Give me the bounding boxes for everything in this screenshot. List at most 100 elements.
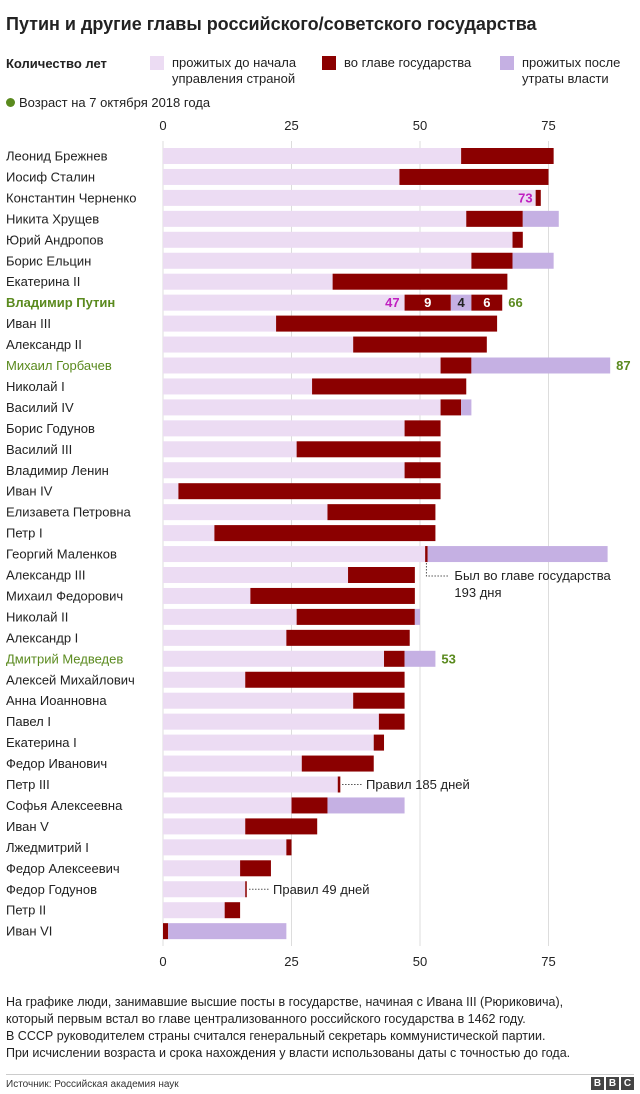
bar-segment-before	[163, 629, 287, 646]
bar-segment-rule	[245, 881, 247, 898]
legend-swatch-before	[150, 56, 164, 70]
x-tick-label-top: 0	[159, 118, 166, 133]
bbc-logo: B B C	[591, 1077, 634, 1090]
annotation-text: 193 дня	[454, 585, 501, 600]
footnote: На графике люди, занимавшие высшие посты…	[6, 994, 634, 1062]
bar-segment-before	[163, 525, 215, 542]
x-tick-label-top: 50	[413, 118, 427, 133]
bar-segment-before	[163, 294, 405, 311]
row-name-label: Николай I	[6, 379, 65, 394]
row-name-label: Николай II	[6, 609, 68, 624]
bar-segment-rule	[512, 231, 523, 248]
row-name-label: Константин Черненко	[6, 190, 136, 205]
bar-segment-before	[163, 839, 287, 856]
bar-segment-rule	[301, 755, 374, 772]
row-name-label: Леонид Брежнев	[6, 149, 108, 164]
bar-segment-rule	[296, 441, 441, 458]
row-name-label: Василий III	[6, 442, 72, 457]
row-name-label: Федор Иванович	[6, 756, 107, 771]
source-divider	[6, 1074, 634, 1075]
bar-segment-rule	[404, 294, 451, 311]
bar-segment-rule	[163, 923, 169, 940]
row-name-label: Алексей Михайлович	[6, 672, 135, 687]
age-label: 73	[518, 190, 532, 205]
bar-segment-rule	[461, 148, 554, 164]
bar-segment-before	[163, 420, 405, 437]
annotation-text: Правил 49 дней	[273, 882, 370, 897]
bar-segment-after	[471, 357, 611, 374]
bar-segment-rule	[466, 210, 523, 227]
bar-segment-after	[427, 546, 608, 563]
bar-segment-before	[163, 378, 313, 395]
bar-segment-before	[163, 273, 333, 290]
bar-segment-rule	[535, 189, 541, 206]
row-name-label: Василий IV	[6, 400, 74, 415]
bar-segment-rule	[291, 797, 328, 814]
row-name-label: Иван III	[6, 316, 51, 331]
age-label: 87	[616, 358, 630, 373]
bar-segment-before	[163, 860, 241, 877]
bar-segment-rule	[286, 839, 292, 856]
row-name-label: Екатерина II	[6, 274, 80, 289]
row-name-label: Дмитрий Медведев	[6, 651, 123, 666]
bar-segment-before	[163, 546, 426, 563]
row-name-label: Иван IV	[6, 484, 53, 499]
bar-segment-rule	[399, 168, 549, 185]
age-dot-icon	[6, 98, 15, 107]
source-note: Источник: Российская академия наук	[6, 1079, 179, 1090]
bar-segment-before	[163, 902, 225, 919]
legend-swatch-after	[500, 56, 514, 70]
annotation-leader	[425, 563, 449, 577]
row-name-label: Владимир Путин	[6, 295, 115, 310]
legend-heading: Количество лет	[6, 56, 107, 71]
bar-segment-before	[163, 671, 246, 688]
row-name-label: Петр III	[6, 777, 50, 792]
bar-segment-rule	[440, 399, 462, 416]
bar-segment-after	[168, 923, 287, 940]
legend-item-before: прожитых до начала управления страной	[172, 55, 296, 87]
bar-segment-before	[163, 252, 472, 269]
bar-segment-before	[163, 650, 385, 667]
row-name-label: Михаил Горбачев	[6, 358, 112, 373]
legend-item-rule: во главе государства	[344, 55, 471, 71]
bar-segment-before	[163, 608, 297, 625]
bar-segment-rule	[224, 902, 241, 919]
bar-segment-before	[163, 567, 349, 583]
row-name-label: Елизавета Петровна	[6, 505, 132, 520]
bar-segment-before	[163, 881, 246, 898]
bar-segment-before	[163, 148, 462, 164]
bar-segment-rule	[425, 546, 428, 563]
bar-segment-before	[163, 797, 292, 814]
annotation-text: Правил 185 дней	[366, 777, 470, 792]
row-name-label: Никита Хрущев	[6, 211, 99, 226]
bar-segment-before	[163, 504, 328, 521]
footnote-line-4: При исчислении возраста и срока нахожден…	[6, 1046, 571, 1060]
bar-segment-rule	[245, 818, 318, 835]
bar-segment-rule	[296, 608, 415, 625]
bar-segment-before	[163, 357, 441, 374]
bar-segment-rule	[332, 273, 508, 290]
legend-after-line1: прожитых после	[522, 55, 621, 70]
bar-segment-rule	[178, 483, 441, 500]
bar-segment-rule	[337, 776, 341, 793]
row-name-label: Федор Годунов	[6, 882, 97, 897]
bbc-logo-letter-3: C	[621, 1077, 634, 1090]
bar-segment-rule	[404, 420, 441, 437]
bar-segment-rule	[250, 587, 415, 604]
age-label: 53	[441, 651, 455, 666]
legend-before-line1: прожитых до начала	[172, 55, 297, 70]
bbc-logo-letter-2: B	[606, 1077, 619, 1090]
segment-value-label: 4	[458, 295, 466, 310]
footnote-line-1: На графике люди, занимавшие высшие посты…	[6, 995, 564, 1009]
bar-segment-before	[163, 587, 251, 604]
bar-segment-after	[512, 252, 554, 269]
chart-title: Путин и другие главы российского/советск…	[6, 14, 537, 34]
bar-segment-rule	[312, 378, 467, 395]
row-name-label: Иван V	[6, 819, 49, 834]
row-name-label: Георгий Маленков	[6, 547, 117, 562]
bar-segment-rule	[240, 860, 271, 877]
bar-segment-rule	[440, 357, 472, 374]
bar-segment-rule	[404, 462, 441, 479]
row-name-label: Юрий Андропов	[6, 232, 104, 247]
bar-segment-before	[163, 210, 467, 227]
